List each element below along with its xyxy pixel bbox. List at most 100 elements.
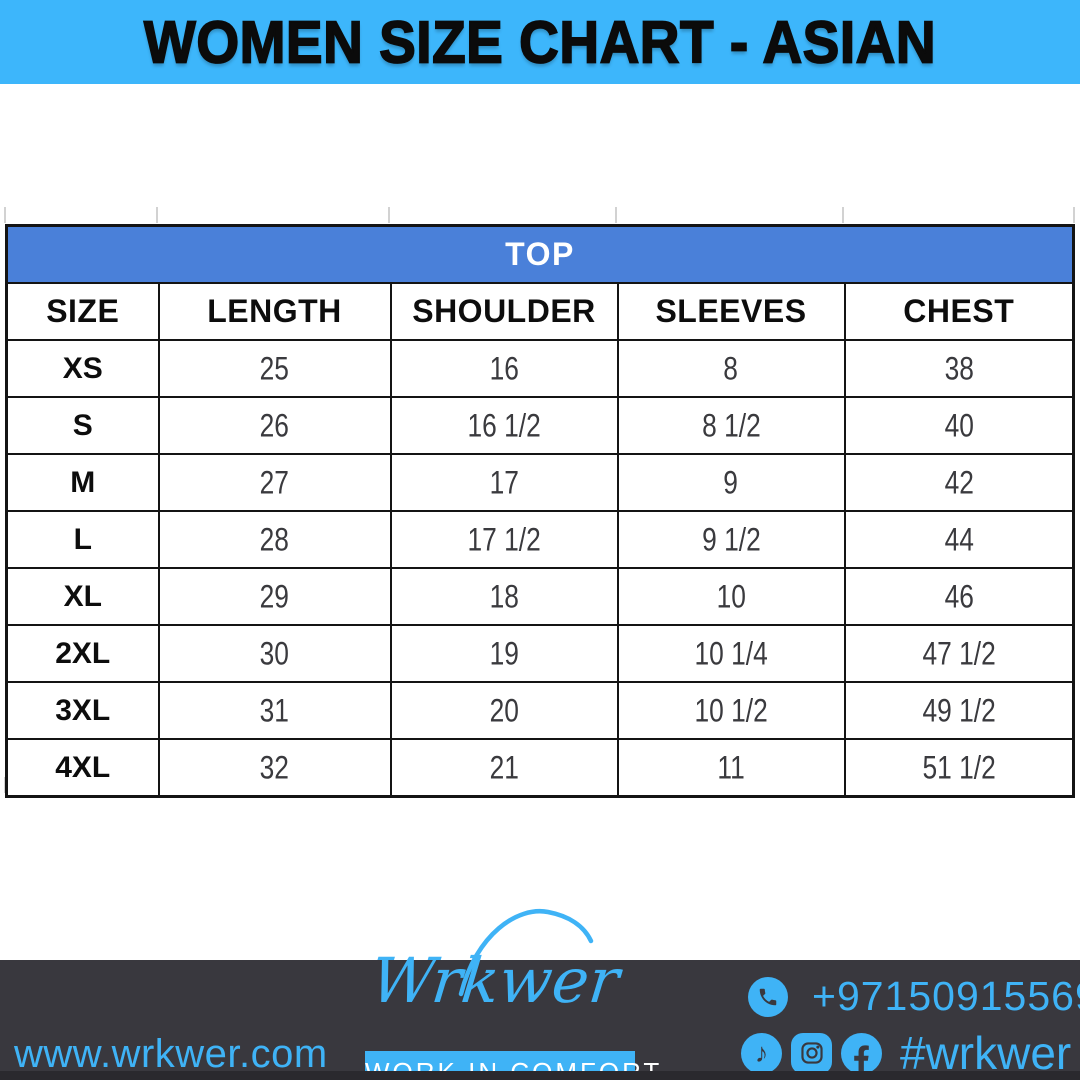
length-cell: 25 [157,339,392,398]
cell-value: 28 [259,520,290,558]
website-link[interactable]: www.wrkwer.com [14,1032,328,1076]
shoulder-cell: 17 1/2 [389,510,619,569]
logo-swoosh-icon [458,908,594,997]
social-links: ♪ #wrkwer [741,1026,1071,1080]
cell-value: 10 1/2 [694,691,768,729]
gridline-stub [615,207,617,223]
length-cell: 32 [157,738,392,798]
chest-cell: 38 [843,339,1075,398]
size-label: 2XL [5,624,160,683]
table-row: 2XL 30 19 10 1/4 47 1/2 [5,624,1075,683]
footer: www.wrkwer.com Wrkwer WORK IN COMFORT +9… [0,908,1080,1080]
cell-value: 21 [489,748,519,786]
chest-cell: 46 [843,567,1075,626]
size-label: 3XL [5,681,160,740]
col-header-chest: CHEST [843,282,1075,341]
shoulder-cell: 17 [389,453,619,512]
shoulder-cell: 21 [389,738,619,798]
gridline-stub [1073,207,1075,223]
length-cell: 27 [157,453,392,512]
shoulder-cell: 18 [389,567,619,626]
brand-logo-group: Wrkwer WORK IN COMFORT [350,898,659,1080]
hashtag-text: #wrkwer [900,1027,1072,1079]
col-header-shoulder: SHOULDER [389,282,619,341]
cell-value: 40 [944,406,974,444]
col-header-size: SIZE [5,282,160,341]
cell-value: 47 1/2 [922,634,996,672]
cell-value: 19 [489,634,519,672]
length-cell: 29 [157,567,392,626]
cell-value: 46 [944,577,974,615]
sleeves-cell: 11 [616,738,846,798]
cell-value: 26 [259,406,290,444]
length-cell: 30 [157,624,392,683]
chest-cell: 40 [843,396,1075,455]
sleeves-cell: 8 [616,339,846,398]
cell-value: 18 [489,577,519,615]
size-label: M [5,453,160,512]
cell-value: 10 [716,577,746,615]
table-row: M 27 17 9 42 [5,453,1075,512]
table-row: 3XL 31 20 10 1/2 49 1/2 [5,681,1075,740]
size-table: TOP SIZE LENGTH SHOULDER SLEEVES CHEST X… [5,224,1076,798]
chest-cell: 44 [843,510,1075,569]
shoulder-cell: 16 [389,339,619,398]
chest-cell: 47 1/2 [843,624,1075,683]
cell-value: 8 [723,349,739,387]
table-row: L 28 17 1/2 9 1/2 44 [5,510,1075,569]
length-cell: 26 [157,396,392,455]
cell-value: 9 1/2 [701,520,761,558]
length-cell: 31 [157,681,392,740]
gridline-stub [842,207,844,223]
table-header-row: SIZE LENGTH SHOULDER SLEEVES CHEST [5,282,1075,341]
gridline-stub [4,207,6,223]
sleeves-cell: 9 [616,453,846,512]
col-header-length: LENGTH [157,282,392,341]
title-banner: WOMEN SIZE CHART - ASIAN [0,0,1080,84]
sleeves-cell: 10 [616,567,846,626]
size-label: L [5,510,160,569]
sleeves-cell: 9 1/2 [616,510,846,569]
size-label: 4XL [5,738,160,798]
page-title: WOMEN SIZE CHART - ASIAN [143,8,937,77]
gridline-stub [388,207,390,223]
cell-value: 42 [944,463,974,501]
brand-logo-text: Wrkwer [367,944,623,1017]
cell-value: 29 [259,577,290,615]
cell-value: 30 [259,634,290,672]
cell-value: 9 [723,463,739,501]
shoulder-cell: 19 [389,624,619,683]
sleeves-cell: 10 1/4 [616,624,846,683]
size-label: XS [5,339,160,398]
footer-bottom-strip [0,1071,1080,1080]
phone-icon[interactable] [748,976,788,1017]
table-group-row: TOP [5,224,1075,284]
cell-value: 31 [259,691,290,729]
length-cell: 28 [157,510,392,569]
cell-value: 32 [259,748,290,786]
cell-value: 20 [489,691,519,729]
table-row: XL 29 18 10 46 [5,567,1075,626]
cell-value: 16 [489,349,519,387]
tiktok-icon[interactable]: ♪ [741,1032,782,1074]
cell-value: 8 1/2 [701,406,761,444]
facebook-icon[interactable] [841,1032,882,1074]
instagram-icon[interactable] [791,1032,832,1074]
col-header-sleeves: SLEEVES [616,282,846,341]
shoulder-cell: 16 1/2 [389,396,619,455]
cell-value: 17 1/2 [467,520,541,558]
sleeves-cell: 8 1/2 [616,396,846,455]
cell-value: 27 [259,463,290,501]
size-label: XL [5,567,160,626]
cell-value: 49 1/2 [922,691,996,729]
cell-value: 16 1/2 [467,406,541,444]
music-note-glyph: ♪ [754,1037,769,1068]
shoulder-cell: 20 [389,681,619,740]
sleeves-cell: 10 1/2 [616,681,846,740]
cell-value: 38 [944,349,974,387]
cell-value: 11 [717,748,745,786]
gridline-stub [156,207,158,223]
table-row: 4XL 32 21 11 51 1/2 [5,738,1075,798]
chest-cell: 49 1/2 [843,681,1075,740]
